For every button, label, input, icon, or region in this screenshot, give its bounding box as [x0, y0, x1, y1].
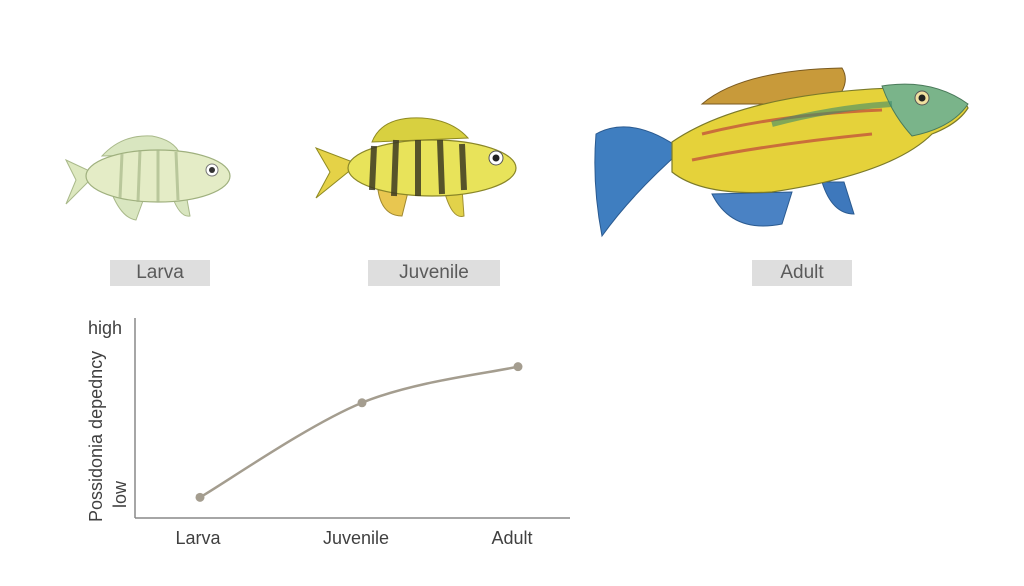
stage-label-larva: Larva: [110, 260, 210, 286]
y-tick-high: high: [88, 318, 122, 338]
adult-fish-illustration: [592, 64, 972, 244]
data-point-juvenile: [357, 398, 367, 408]
data-point-larva: [195, 492, 205, 502]
x-tick-larva: Larva: [175, 528, 221, 548]
posidonia-dependency-chart: high low Possidonia depedncy Larva Juveni…: [86, 318, 570, 548]
stage-label-adult: Adult: [752, 260, 852, 286]
data-point-adult: [513, 362, 523, 372]
juvenile-fish-illustration: [312, 112, 532, 228]
larva-fish-illustration: [62, 128, 244, 228]
y-tick-low: low: [110, 480, 130, 508]
stage-label-juvenile: Juvenile: [368, 260, 500, 286]
x-tick-adult: Adult: [491, 528, 532, 548]
series-line: [199, 365, 519, 499]
y-axis-label: Possidonia depedncy: [86, 351, 106, 522]
x-tick-juvenile: Juvenile: [323, 528, 389, 548]
